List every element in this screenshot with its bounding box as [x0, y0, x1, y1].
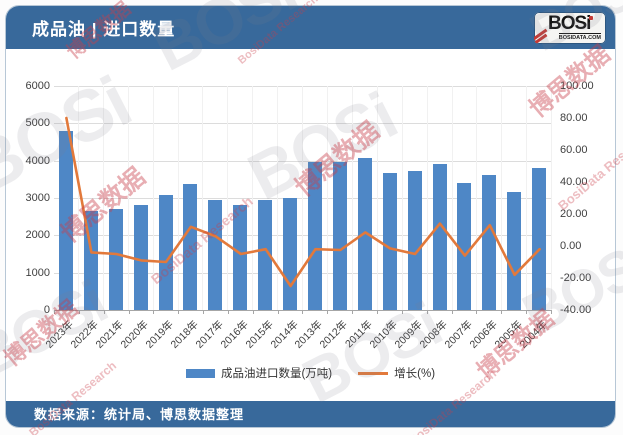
x-tick: [105, 310, 130, 314]
footer: 数据来源：统计局、博思数据整理: [6, 401, 615, 427]
import-volume-bar: [233, 205, 248, 310]
x-tick: [154, 310, 180, 314]
x-tick: [279, 310, 304, 314]
legend: 成品油进口数量(万吨) 增长(%): [6, 365, 615, 381]
right-axis-tick: 80.00: [560, 112, 588, 124]
x-tick: [428, 310, 453, 314]
growth-polyline: [65, 116, 541, 288]
legend-label-line: 增长(%): [394, 368, 436, 380]
x-tick: [303, 310, 329, 314]
bar-slot: [453, 86, 478, 310]
right-axis-tick: 0.00: [560, 240, 582, 252]
import-volume-bar: [258, 199, 273, 310]
import-volume-bar: [208, 199, 223, 310]
legend-item-line: 增长(%): [358, 365, 435, 381]
bar-slot: [502, 86, 528, 310]
bar-swatch-icon: [185, 368, 215, 378]
growth-line: [65, 116, 541, 288]
bar-slot: [154, 86, 179, 310]
left-axis-tick: 4000: [25, 154, 50, 167]
x-tick: [179, 310, 205, 314]
import-volume-bar: [158, 195, 173, 310]
bar-slot: [54, 86, 79, 310]
x-tick: [204, 310, 229, 314]
left-axis-tick: 0: [43, 304, 50, 316]
import-volume-bar: [482, 174, 497, 310]
bar-slot: [228, 86, 254, 310]
import-volume-bar: [432, 164, 447, 310]
x-tick: [378, 310, 403, 314]
report-card: 成品油 | 进口数量 BOSi BOSIDATA.COM 6000 5000 400…: [5, 5, 616, 428]
left-axis-tick: 6000: [25, 80, 50, 92]
right-axis-tick: 20.00: [560, 208, 588, 220]
x-tick: [229, 310, 254, 314]
bar-slot: [428, 86, 453, 310]
import-volume-bar: [133, 204, 148, 310]
import-volume-bar: [532, 168, 547, 310]
bar-slot: [527, 86, 553, 310]
header: 成品油 | 进口数量 BOSi BOSIDATA.COM: [6, 6, 615, 49]
bar-slot: [403, 86, 428, 310]
bar-slot: [129, 86, 154, 310]
import-volume-bar: [108, 209, 123, 310]
left-axis-tick: 3000: [25, 192, 50, 204]
x-tick: [453, 310, 478, 314]
x-tick: [353, 310, 378, 314]
import-volume-bar: [382, 172, 397, 310]
bar-slot: [253, 86, 279, 310]
x-tick: [130, 310, 155, 314]
import-volume-bar: [332, 161, 347, 310]
legend-label-bars: 成品油进口数量(万吨): [220, 368, 333, 380]
x-tick: [502, 310, 528, 314]
bar-slot: [303, 86, 328, 310]
import-volume-bar: [457, 183, 472, 310]
x-tick: [328, 310, 354, 314]
x-tick: [55, 310, 80, 314]
data-source-text: 数据来源：统计局、博思数据整理: [34, 407, 245, 422]
page-title: 成品油 | 进口数量: [32, 20, 176, 39]
bar-slot: [104, 86, 129, 310]
legend-item-bars: 成品油进口数量(万吨): [185, 365, 333, 381]
right-axis-tick: -20.00: [560, 272, 592, 284]
right-axis-tick: 100.00: [560, 80, 594, 92]
bosi-logo: BOSi BOSIDATA.COM: [534, 11, 606, 44]
x-axis-ticks: [54, 310, 552, 314]
logo-dot-icon: [589, 15, 593, 20]
import-volume-bar: [308, 162, 323, 310]
bar-slot: [179, 86, 204, 310]
chart-area: 6000 5000 4000 3000 2000 1000 0 100.00 80.00 60.…: [6, 49, 615, 401]
import-volume-bar: [507, 192, 522, 310]
x-tick: [80, 310, 105, 314]
right-axis-tick: -40.00: [560, 304, 592, 316]
left-axis-tick: 2000: [25, 229, 50, 242]
x-tick: [403, 310, 428, 314]
import-volume-bar: [407, 171, 422, 310]
x-tick: [477, 310, 503, 314]
bar-slot: [477, 86, 503, 310]
left-axis-tick: 1000: [25, 266, 50, 279]
right-axis-tick: 60.00: [560, 144, 588, 156]
import-volume-bar: [183, 184, 198, 310]
bar-slot: [378, 86, 403, 310]
logo-domain: BOSIDATA.COM: [558, 32, 601, 41]
bar-slot: [328, 86, 353, 310]
right-axis-tick: 40.00: [560, 176, 588, 188]
x-tick: [527, 310, 552, 314]
x-tick: [254, 310, 279, 314]
logo-text: BOSi: [548, 12, 591, 34]
line-swatch-icon: [358, 371, 389, 375]
left-axis-tick: 5000: [25, 117, 50, 130]
import-volume-bar: [58, 130, 73, 310]
bar-slot: [203, 86, 229, 310]
